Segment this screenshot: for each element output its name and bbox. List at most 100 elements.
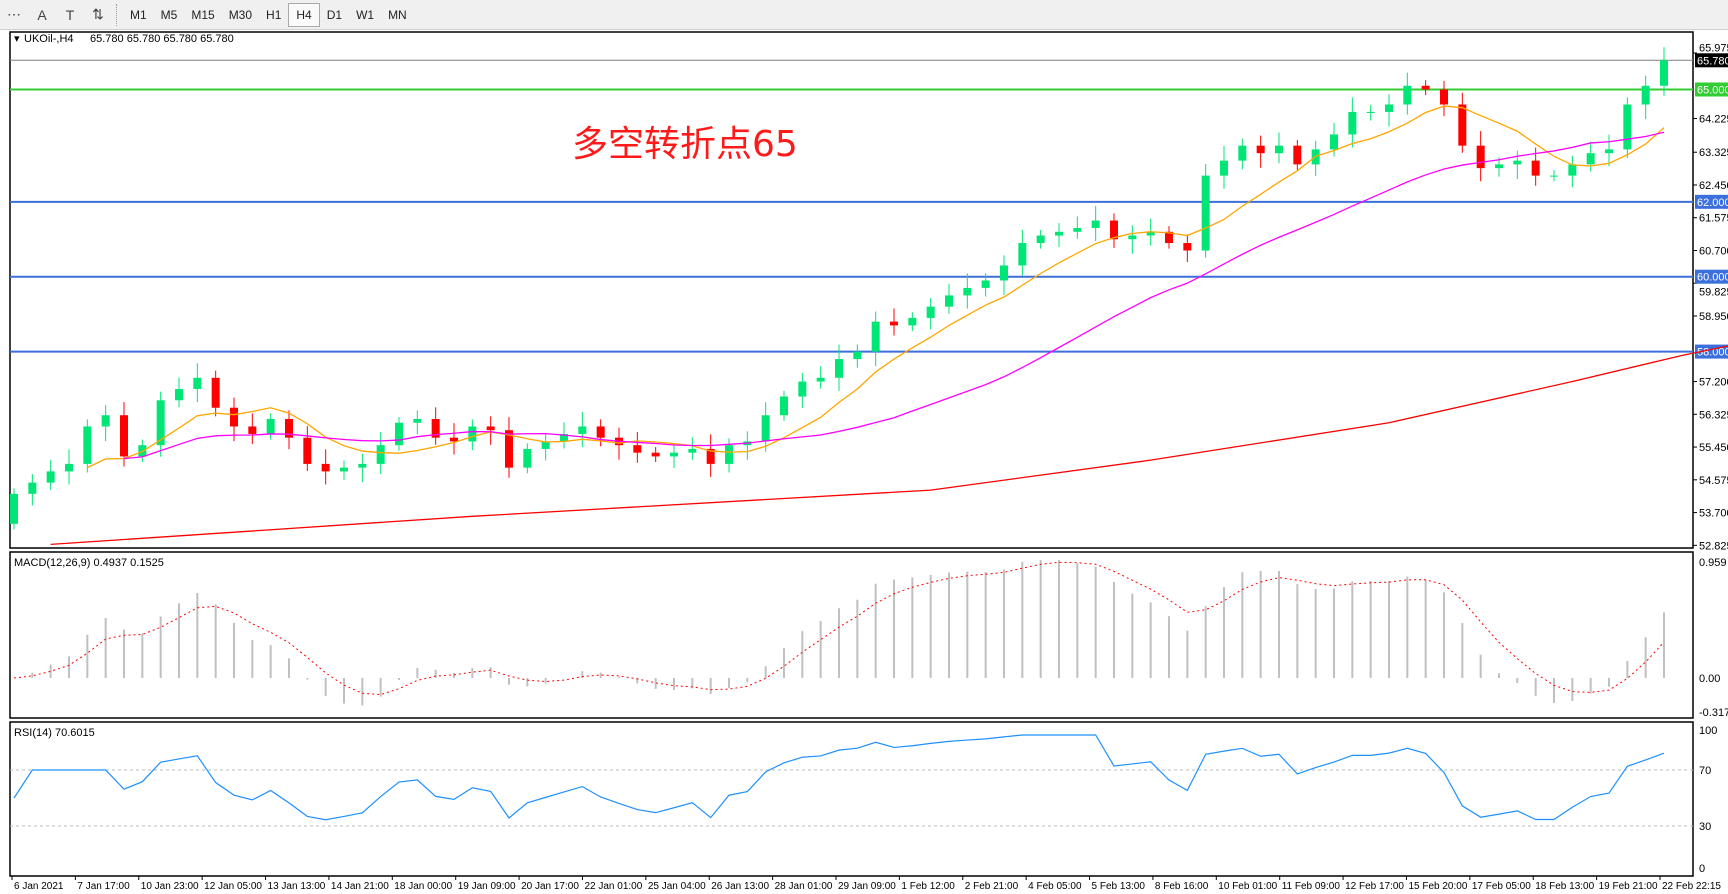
bull-candle [1550,175,1558,177]
timeframe-w1[interactable]: W1 [356,7,375,22]
bear-candle [505,430,513,468]
timeframe-m5[interactable]: M5 [160,7,178,22]
price-tick-label: 54.575 [1699,475,1728,487]
bull-candle [1495,164,1503,169]
bull-candle [1000,265,1008,281]
bull-candle [1568,164,1577,176]
ma-mid-line [123,131,1665,460]
bull-candle [1220,160,1228,176]
bull-candle [413,418,422,423]
bull-candle [1623,104,1632,150]
level-tag-label: 65.780 [1697,55,1728,67]
bull-candle [560,433,568,442]
time-label: 22 Feb 22:15 [1662,881,1721,892]
price-tick-label: 56.325 [1699,409,1728,421]
bull-candle [963,287,972,296]
time-label: 5 Feb 13:00 [1092,881,1146,892]
text-label-icon[interactable]: T [65,6,75,23]
timeframe-m30[interactable]: M30 [228,7,253,22]
bull-candle [1366,111,1375,113]
rsi-panel [9,721,1694,877]
macd-signal-line [13,561,1665,696]
bull-candle [83,426,92,464]
bear-candle [248,426,257,434]
bull-candle [138,445,147,457]
bull-candle [1275,145,1283,154]
macd-tick-label: -0.3171 [1699,707,1728,719]
bull-candle [376,445,385,464]
price-tick-label: 61.575 [1699,213,1728,225]
bull-candle [1238,145,1247,161]
rsi-label: RSI(14) 70.6015 [14,727,95,739]
bull-candle [1385,104,1393,112]
bull-candle [816,377,825,382]
bull-candle [908,317,917,326]
bull-candle [1330,134,1338,150]
bull-candle [688,448,697,453]
time-label: 1 Feb 12:00 [901,881,955,892]
bull-candle [835,359,843,378]
time-label: 15 Feb 20:00 [1408,881,1467,892]
price-tick-label: 63.325 [1699,147,1728,159]
bear-candle [321,463,330,472]
bull-candle [1055,231,1063,236]
bull-candle [175,389,183,401]
price-tick-label: 57.200 [1699,377,1728,389]
price-panel [9,31,1694,549]
bear-candle [450,437,458,442]
price-tick-label: 55.450 [1699,442,1728,454]
time-label: 4 Feb 05:00 [1028,881,1082,892]
rsi-tick-label: 100 [1699,725,1717,737]
bear-candle [1531,160,1540,176]
level-tag [1695,82,1728,97]
timeframe-h4[interactable]: H4 [288,2,320,27]
time-label: 20 Jan 17:00 [521,881,579,892]
timeframe-h1[interactable]: H1 [266,7,282,22]
ma-fast-line [87,105,1665,469]
bear-candle [120,415,128,457]
level-tag-label: 62.000 [1697,197,1728,209]
bull-candle [193,377,202,390]
annotation-text: 多空转折点65 [572,124,798,165]
bear-candle [285,418,293,438]
time-label: 10 Jan 23:00 [141,881,199,892]
bull-candle [1146,231,1155,236]
timeframe-m15[interactable]: M15 [191,7,215,22]
bull-candle [761,415,770,442]
time-label: 14 Jan 21:00 [331,881,389,892]
bull-candle [523,448,532,468]
bear-candle [486,426,495,431]
bull-candle [46,471,55,483]
timeframe-m1[interactable]: M1 [130,7,147,22]
macd-panel [9,551,1694,719]
bear-candle [1440,89,1448,105]
bull-candle [1660,60,1668,86]
bull-candle [926,306,935,318]
time-label: 25 Jan 04:00 [648,881,706,892]
bull-candle [578,426,587,434]
bear-candle [1165,231,1173,244]
bull-candle [1128,235,1137,240]
time-label: 12 Jan 05:00 [204,881,262,892]
bear-candle [633,445,642,453]
toolbar-separator [116,3,119,26]
chart-area[interactable]: 65.975 64.225 63.325 62.450 61.575 60.700 59.8… [0,30,1728,894]
bull-candle [1348,111,1357,135]
chart-header-symbol: UKOil-,H4 [24,33,74,45]
bull-candle [266,418,275,434]
bull-candle [780,396,788,416]
text-a-icon[interactable]: A [37,6,47,23]
bull-candle [358,463,367,468]
bear-candle [1110,220,1118,240]
bull-candle [65,463,73,472]
bear-candle [1458,104,1467,146]
timeframe-d1[interactable]: D1 [326,7,343,22]
timeframe-mn[interactable]: MN [388,7,407,22]
time-label: 10 Feb 01:00 [1218,881,1277,892]
bull-candle [395,422,403,446]
arrows-icon[interactable]: ⇅ [92,6,104,22]
bull-candle [871,321,880,352]
grid-icon[interactable]: ⋯ [7,6,21,22]
price-tick-label: 53.700 [1699,508,1728,520]
time-label: 18 Jan 00:00 [394,881,452,892]
